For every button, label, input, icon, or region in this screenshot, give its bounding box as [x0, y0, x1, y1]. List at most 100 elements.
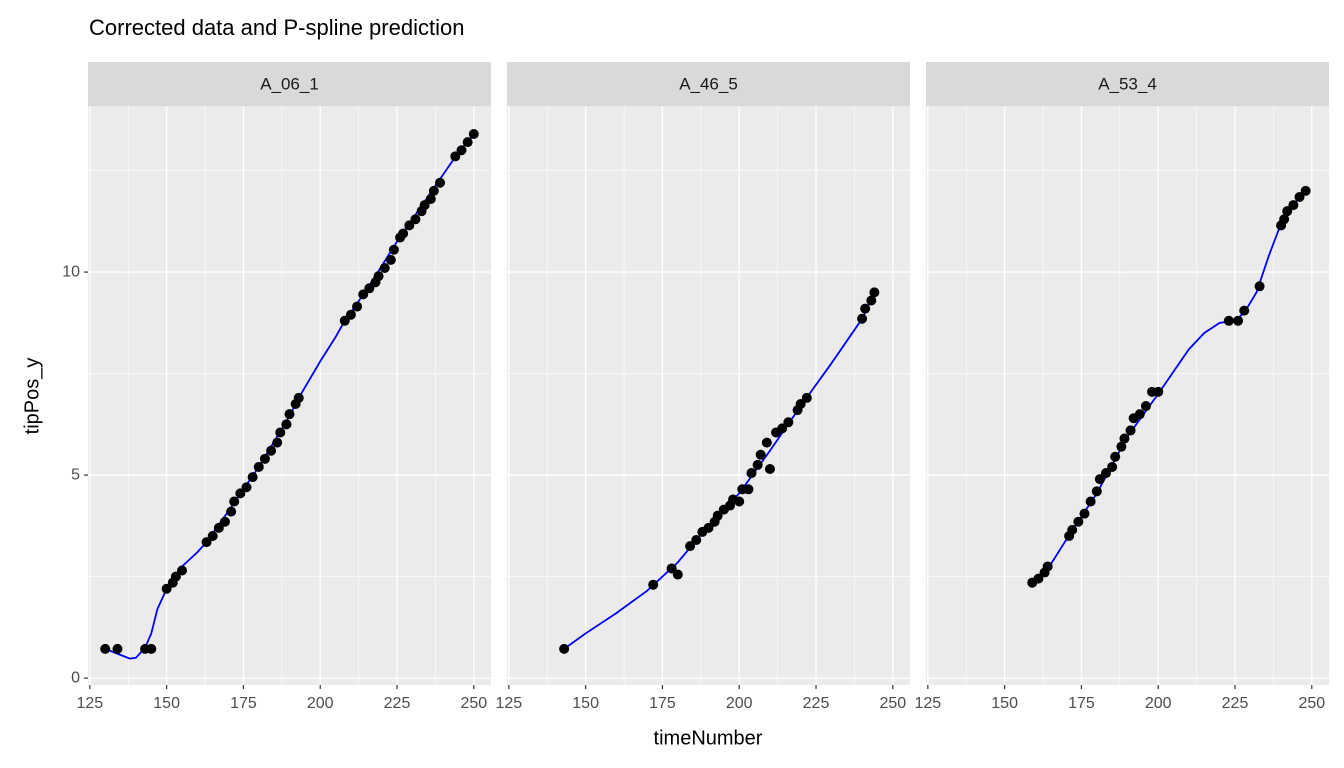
point [100, 643, 111, 654]
x-tick-label: 250 [1298, 695, 1325, 712]
x-axis-label: timeNumber [654, 727, 763, 749]
point [404, 220, 415, 231]
point [281, 419, 292, 430]
strip-label: A_46_5 [679, 74, 738, 93]
x-tick-label: 150 [153, 695, 180, 712]
x-tick-label: 175 [649, 695, 676, 712]
y-tick-label: 5 [71, 466, 80, 483]
point [869, 287, 880, 298]
point [691, 535, 702, 546]
y-tick-label: 0 [71, 669, 80, 686]
point [176, 565, 187, 576]
point [1094, 474, 1105, 485]
x-tick-label: 200 [1145, 695, 1172, 712]
point [170, 571, 181, 582]
strip [507, 62, 910, 106]
x-tick-label: 200 [307, 695, 334, 712]
point [1282, 206, 1293, 217]
x-tick-label: 225 [1222, 695, 1249, 712]
point [795, 399, 806, 410]
x-tick-label: 125 [914, 695, 941, 712]
point [241, 482, 252, 493]
point [201, 537, 212, 548]
point [685, 541, 696, 552]
point [666, 563, 677, 574]
point [734, 496, 745, 507]
point [857, 313, 868, 324]
point [146, 643, 157, 654]
point [219, 516, 230, 527]
point [428, 185, 439, 196]
x-tick-label: 225 [384, 695, 411, 712]
point [379, 263, 390, 274]
point [764, 463, 775, 474]
point [266, 445, 277, 456]
point [1300, 185, 1311, 196]
strip-label: A_06_1 [260, 74, 319, 93]
point [866, 295, 877, 306]
point [425, 193, 436, 204]
y-tick-label: 10 [62, 263, 80, 280]
x-tick-label: 225 [803, 695, 830, 712]
point [1033, 573, 1044, 584]
x-tick-label: 175 [230, 695, 257, 712]
point [1279, 214, 1290, 225]
point [746, 468, 757, 479]
point [450, 151, 461, 162]
point [1223, 315, 1234, 326]
point [345, 309, 356, 320]
point [1134, 409, 1145, 420]
point [253, 461, 264, 472]
point [1110, 451, 1121, 462]
x-tick-label: 250 [460, 695, 487, 712]
point [755, 449, 766, 460]
point [777, 423, 788, 434]
x-tick-label: 250 [879, 695, 906, 712]
point [1100, 468, 1111, 479]
x-tick-label: 150 [991, 695, 1018, 712]
panel-background [926, 106, 1329, 685]
point [1107, 461, 1118, 472]
point [388, 244, 399, 255]
point [161, 583, 172, 594]
x-tick-label: 125 [76, 695, 103, 712]
point [761, 437, 772, 448]
point [801, 392, 812, 403]
point [213, 522, 224, 533]
x-tick-label: 150 [572, 695, 599, 712]
point [385, 254, 396, 265]
point [364, 283, 375, 294]
point [1091, 486, 1102, 497]
point [1153, 386, 1164, 397]
point [284, 409, 295, 420]
point [1119, 433, 1130, 444]
y-axis-label: tipPos_y [21, 358, 43, 435]
point [712, 510, 723, 521]
strip [926, 62, 1329, 106]
point [1079, 508, 1090, 519]
panel-background [507, 106, 910, 685]
point [207, 530, 218, 541]
point [1294, 191, 1305, 202]
fit-line [1031, 190, 1307, 584]
point [1085, 496, 1096, 507]
x-tick-label: 125 [495, 695, 522, 712]
point [398, 228, 409, 239]
point [783, 417, 794, 428]
point [1073, 516, 1084, 527]
point [358, 289, 369, 300]
point [462, 137, 473, 148]
x-tick-label: 200 [726, 695, 753, 712]
point [1067, 524, 1078, 535]
point [226, 506, 237, 517]
x-tick-label: 175 [1068, 695, 1095, 712]
point [410, 214, 421, 225]
chart-title: Corrected data and P-spline prediction [89, 15, 464, 40]
strip [88, 62, 491, 106]
point [743, 484, 754, 495]
strip-label: A_53_4 [1098, 74, 1157, 93]
point [235, 488, 246, 499]
point [1239, 305, 1250, 316]
point [112, 643, 123, 654]
point [419, 200, 430, 211]
